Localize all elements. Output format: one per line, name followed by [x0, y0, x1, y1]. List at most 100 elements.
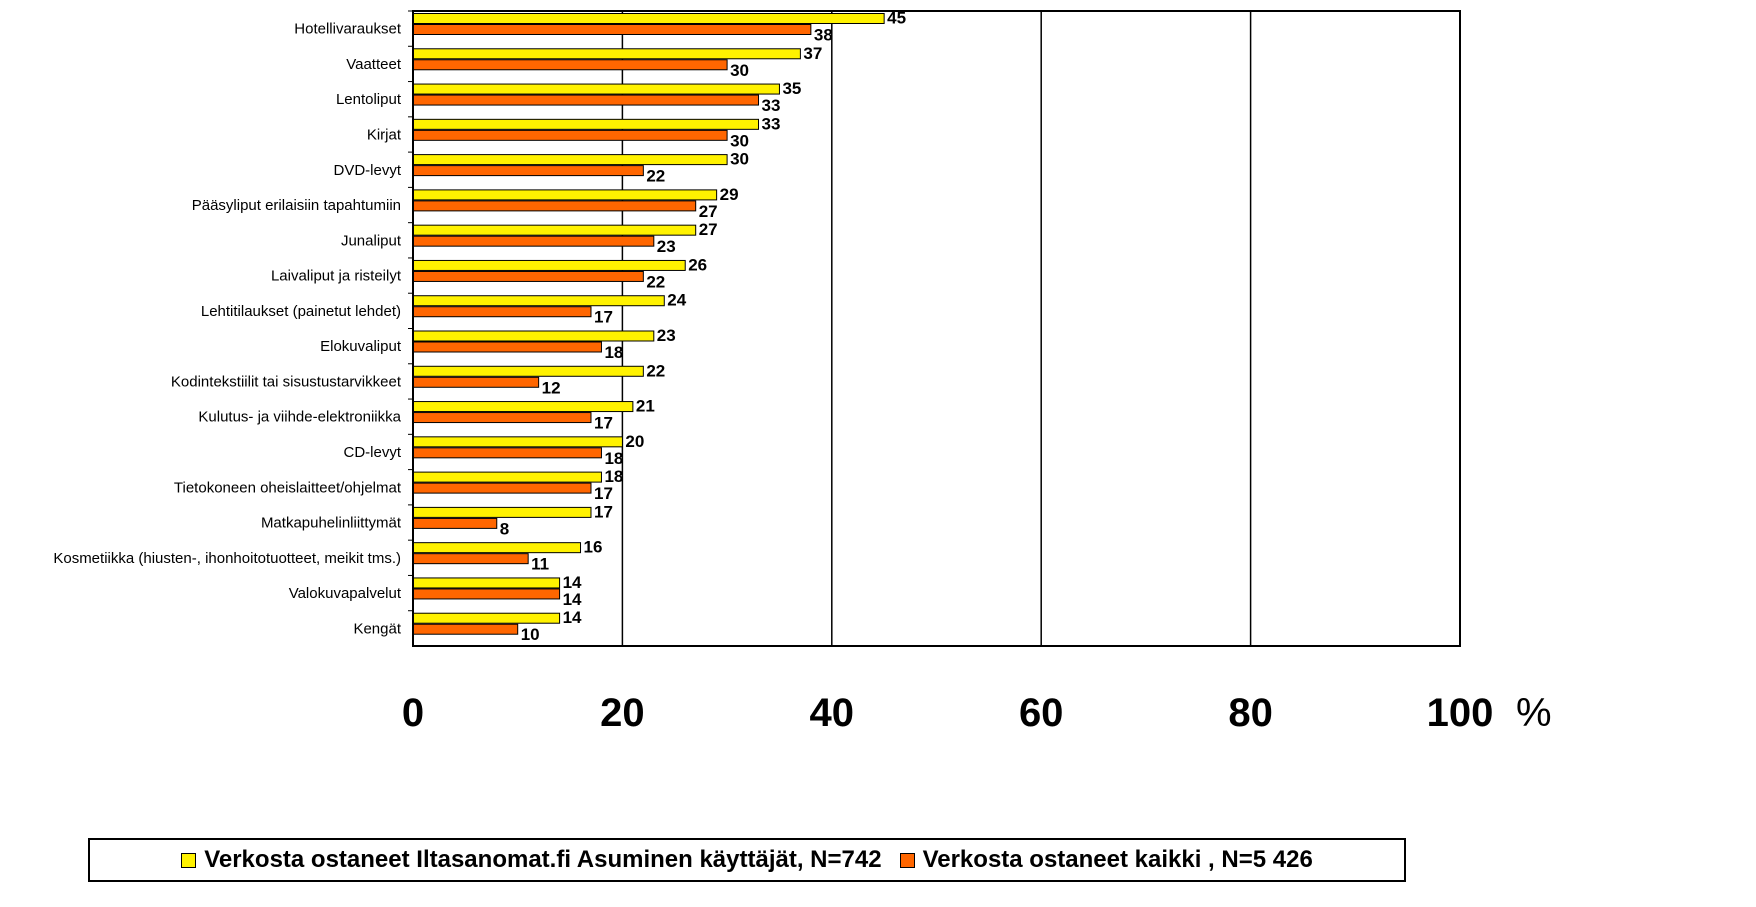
- data-label-series1-0: 45: [887, 9, 906, 28]
- bar-series2-1: [412, 59, 728, 71]
- data-label-series2-3: 30: [730, 131, 749, 150]
- data-label-series2-17: 10: [521, 625, 540, 644]
- category-label-5: Pääsyliput erilaisiin tapahtumiin: [192, 197, 401, 214]
- x-tick-label-20: 20: [600, 691, 645, 735]
- bar-series2-5: [412, 200, 697, 212]
- category-label-9: Elokuvaliput: [320, 338, 402, 355]
- data-label-series1-8: 24: [667, 291, 686, 310]
- bar-series2-10: [412, 376, 540, 388]
- data-label-series2-5: 27: [699, 202, 718, 221]
- data-label-series2-1: 30: [730, 61, 749, 80]
- bar-series2-6: [412, 235, 655, 247]
- data-label-series2-12: 18: [604, 449, 623, 468]
- bar-series2-11: [412, 412, 592, 424]
- bar-series2-14: [412, 517, 498, 529]
- category-label-14: Matkapuhelinliittymät: [261, 515, 402, 532]
- bar-series2-7: [412, 270, 644, 282]
- data-label-series1-15: 16: [584, 538, 603, 557]
- bar-series1-12: [412, 436, 623, 448]
- bar-series2-9: [412, 341, 602, 353]
- bar-series1-7: [412, 259, 686, 271]
- data-label-series1-1: 37: [803, 44, 822, 63]
- bar-series1-4: [412, 154, 728, 166]
- data-label-series2-10: 12: [542, 378, 561, 397]
- data-label-series1-2: 35: [782, 79, 801, 98]
- data-label-series1-5: 29: [720, 185, 739, 204]
- bar-series2-4: [412, 165, 644, 177]
- data-label-series1-12: 20: [625, 432, 644, 451]
- x-tick-label-80: 80: [1228, 691, 1273, 735]
- category-label-15: Kosmetiikka (hiusten-, ihonhoitotuotteet…: [53, 550, 401, 567]
- data-label-series2-2: 33: [762, 96, 781, 115]
- bar-series1-14: [412, 506, 592, 518]
- category-label-2: Lentoliput: [336, 91, 402, 108]
- bar-series2-15: [412, 553, 529, 565]
- data-label-series1-13: 18: [604, 467, 623, 486]
- category-label-8: Lehtitilaukset (painetut lehdet): [201, 303, 401, 320]
- data-label-series1-6: 27: [699, 220, 718, 239]
- legend-swatch-orange: [899, 852, 915, 868]
- category-label-11: Kulutus- ja viihde-elektroniikka: [198, 409, 401, 426]
- data-label-series1-10: 22: [646, 361, 665, 380]
- data-label-series1-16: 14: [563, 573, 582, 592]
- data-label-series2-11: 17: [594, 414, 613, 433]
- x-tick-label-100: 100: [1427, 691, 1494, 735]
- data-label-series2-9: 18: [604, 343, 623, 362]
- data-label-series2-0: 38: [814, 26, 833, 45]
- category-label-13: Tietokoneen oheislaitteet/ohjelmat: [174, 479, 402, 496]
- bar-series2-2: [412, 94, 760, 106]
- category-label-17: Kengät: [353, 620, 401, 637]
- bar-series2-0: [412, 24, 812, 35]
- category-label-7: Laivaliput ja risteilyt: [271, 268, 402, 285]
- bar-series1-10: [412, 365, 644, 377]
- bar-series2-17: [412, 623, 519, 635]
- bar-series1-3: [412, 118, 760, 130]
- data-label-series2-7: 22: [646, 272, 665, 291]
- category-label-3: Kirjat: [367, 126, 402, 143]
- category-label-10: Kodintekstiilit tai sisustustarvikkeet: [171, 373, 402, 390]
- data-label-series2-16: 14: [563, 590, 582, 609]
- legend-label-series-2: Verkosta ostaneet kaikki , N=5 426: [922, 846, 1313, 873]
- data-label-series1-17: 14: [563, 608, 582, 627]
- data-label-series1-9: 23: [657, 326, 676, 345]
- plot-frame: [408, 10, 1461, 647]
- legend-swatch-yellow: [181, 852, 197, 868]
- x-tick-label-40: 40: [810, 691, 855, 735]
- legend-label-series-1: Verkosta ostaneet Iltasanomat.fi Asumine…: [204, 846, 882, 873]
- bar-series1-16: [412, 577, 561, 589]
- data-label-series2-13: 17: [594, 484, 613, 503]
- category-label-16: Valokuvapalvelut: [289, 585, 402, 602]
- bar-series1-11: [412, 401, 634, 413]
- data-label-series2-14: 8: [500, 519, 509, 538]
- bar-series1-9: [412, 330, 655, 342]
- data-label-series1-14: 17: [594, 502, 613, 521]
- data-label-series2-15: 11: [531, 555, 549, 574]
- bar-series2-12: [412, 447, 602, 459]
- x-axis-unit-label: %: [1516, 691, 1552, 735]
- category-label-4: DVD-levyt: [333, 162, 401, 179]
- bar-series1-8: [412, 295, 665, 307]
- bars: [412, 13, 885, 635]
- bar-series1-17: [412, 612, 561, 624]
- bar-series2-13: [412, 482, 592, 494]
- bar-series1-13: [412, 471, 602, 483]
- data-label-series2-6: 23: [657, 237, 676, 256]
- x-tick-label-60: 60: [1019, 691, 1064, 735]
- bar-series1-0: [412, 13, 885, 24]
- bar-series2-3: [412, 129, 728, 141]
- legend: Verkosta ostaneet Iltasanomat.fi Asumine…: [88, 838, 1406, 882]
- bar-series1-1: [412, 48, 801, 60]
- bar-series1-2: [412, 83, 780, 95]
- legend-entry-series-2: Verkosta ostaneet kaikki , N=5 426: [899, 846, 1313, 874]
- bar-series1-6: [412, 224, 697, 236]
- category-label-0: Hotellivaraukset: [294, 21, 402, 38]
- bar-series1-5: [412, 189, 718, 201]
- data-label-series1-4: 30: [730, 150, 749, 169]
- data-label-series1-11: 21: [636, 397, 655, 416]
- x-tick-label-0: 0: [402, 691, 424, 735]
- data-label-series1-7: 26: [688, 255, 707, 274]
- category-label-1: Vaatteet: [346, 56, 402, 73]
- bar-series2-16: [412, 588, 561, 600]
